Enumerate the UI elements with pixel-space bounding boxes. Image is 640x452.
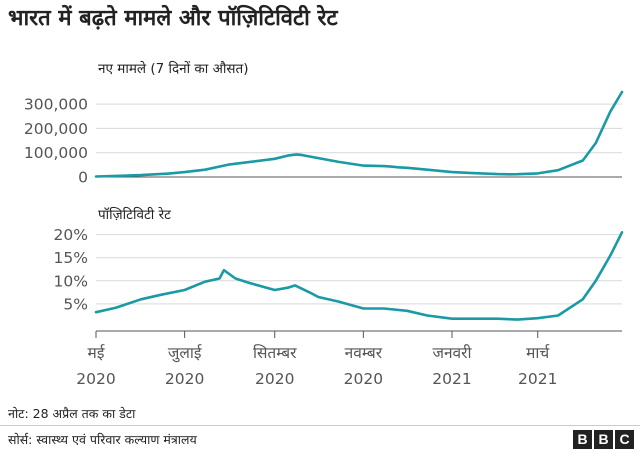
bbc-logo: B B C [573,430,634,449]
y-tick-label-cases: 100,000 [24,144,88,162]
x-tick-label-month: मार्च [526,344,550,362]
y-tick-label-rate: 5% [63,295,88,313]
panel-new-cases: नए मामले (7 दिनों का औसत) 0 100,000 200,00… [24,60,624,187]
x-axis: मई 2020 जुलाई 2020 सितम्बर 2020 नवम्बर 2020 जनवर… [76,330,622,388]
x-tick-label-year: 2021 [432,370,471,388]
x-tick-label-year: 2020 [76,370,115,388]
new-cases-line [94,90,624,178]
panel-title-positivity-rate: पॉज़िटिविटी रेट [98,206,171,223]
footer-divider [0,425,640,426]
footnote: नोट: 28 अप्रैल तक का डेटा [8,406,136,421]
source-text: सोर्स: स्वास्थ्य एवं परिवार कल्याण मंत्र… [8,432,197,447]
positivity-rate-line [94,231,624,321]
bbc-logo-letter: C [615,430,634,449]
bbc-logo-letter: B [573,430,592,449]
x-tick-label-year: 2020 [344,370,383,388]
x-tick-label-month: नवम्बर [345,344,383,362]
x-tick-label-year: 2020 [165,370,204,388]
panel-title-new-cases: नए मामले (7 दिनों का औसत) [98,60,248,77]
y-tick-label-cases: 300,000 [24,96,88,114]
y-tick-label-rate: 20% [54,226,88,244]
x-tick-label-month: मई [88,344,106,362]
x-tick-label-month: सितम्बर [253,344,297,362]
y-tick-label-rate: 15% [54,249,88,267]
y-tick-label-cases: 200,000 [24,120,88,138]
x-tick-label-year: 2020 [255,370,294,388]
y-tick-label-rate: 10% [54,272,88,290]
x-tick-label-month: जुलाई [168,344,203,363]
x-tick-label-year: 2021 [518,370,557,388]
chart-title: भारत में बढ़ते मामले और पॉज़िटिविटी रेट [8,6,338,31]
panel-positivity-rate: पॉज़िटिविटी रेट 5% 10% 15% 20% [54,206,624,321]
bbc-logo-letter: B [594,430,613,449]
y-tick-label-cases: 0 [78,169,88,187]
x-tick-label-month: जनवरी [432,344,472,362]
